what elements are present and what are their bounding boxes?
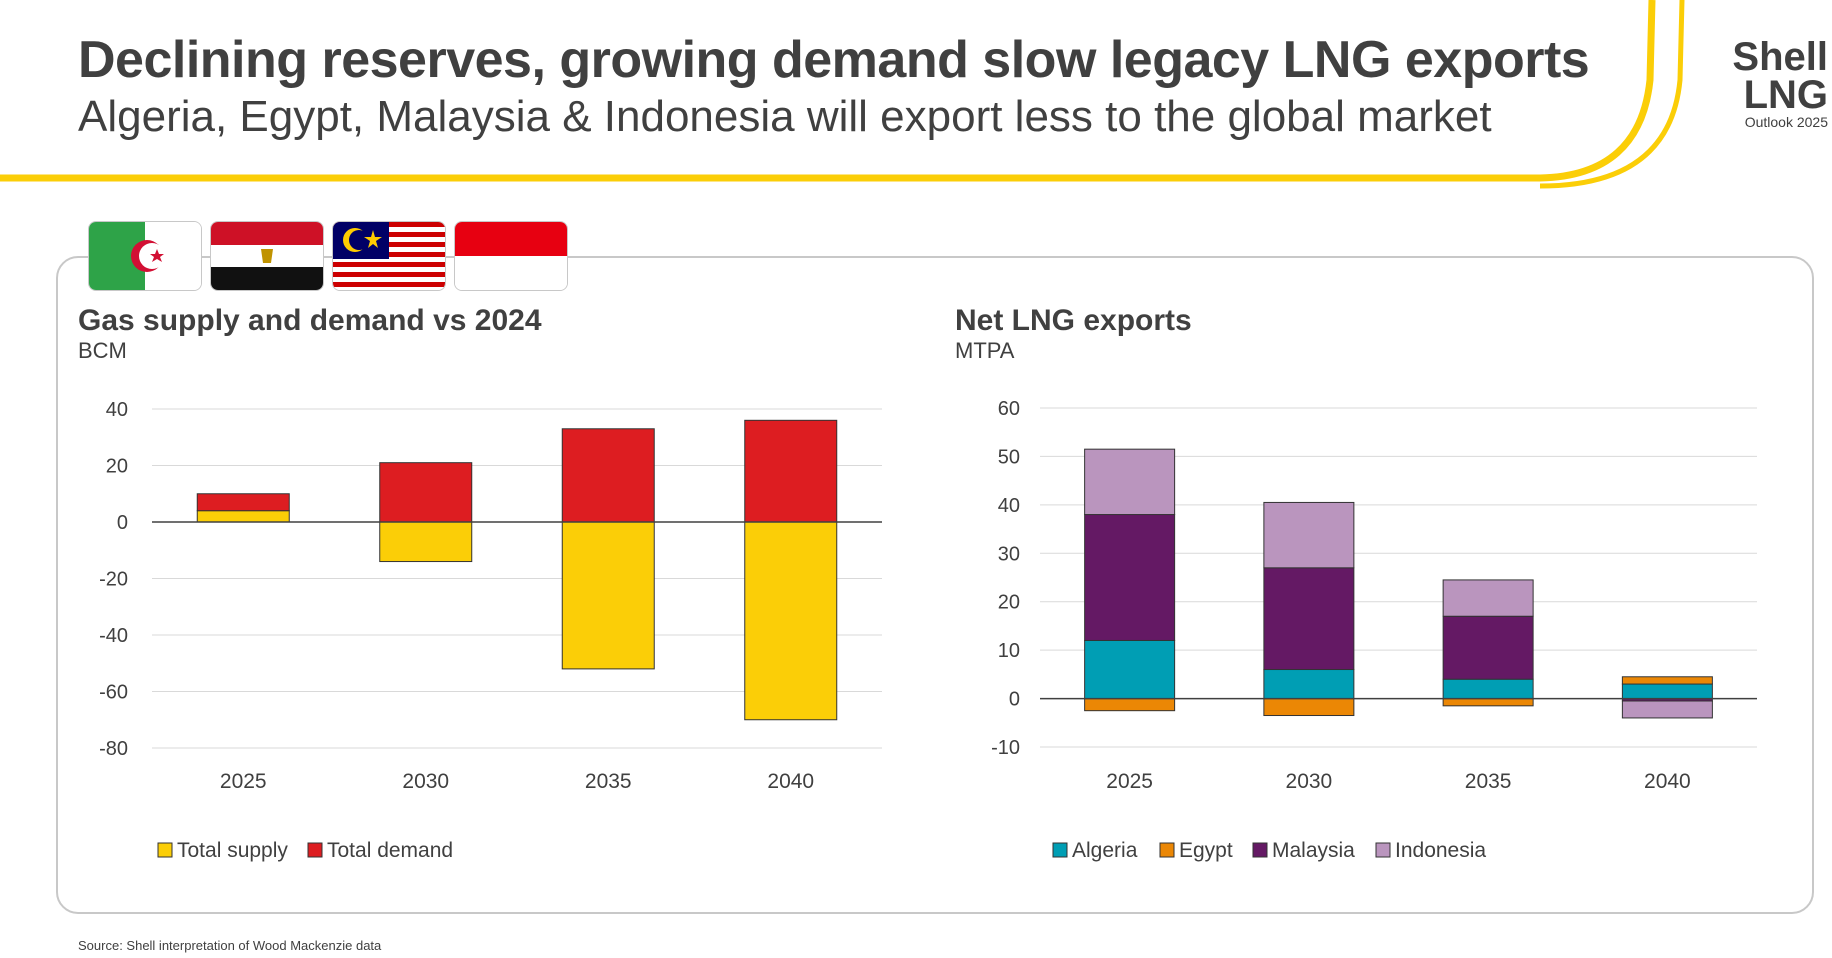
chart2-y-tick-label: -10 [991,737,1020,759]
brand-line-3: Outlook 2025 [1744,114,1828,130]
chart2-legend-swatch [1252,842,1268,858]
chart1-x-tick-label: 2035 [585,770,632,793]
chart2-y-tick-label: 10 [998,640,1020,662]
chart2-legend-label: Algeria [1072,839,1138,862]
chart2-legend-swatch [1052,842,1068,858]
indonesia-flag [454,221,568,291]
chart2-legend-label: Egypt [1179,839,1233,862]
chart1-x-tick-label: 2025 [220,770,267,793]
source-note: Source: Shell interpretation of Wood Mac… [78,938,382,953]
chart1-bar-total-demand-2040 [744,419,838,523]
chart1-unit: BCM [78,338,127,363]
chart1-x-tick-label: 2030 [402,770,449,793]
chart1-legend-label: Total supply [177,839,288,862]
brand-logo: Shell LNG Outlook 2025 [1732,35,1828,130]
malaysia-flag [332,221,446,291]
egypt-flag [210,221,324,291]
chart2-bar-malaysia-2025 [1084,514,1176,641]
chart2-y-tick-label: 0 [1009,689,1020,711]
chart2-bar-algeria-2030 [1263,669,1355,700]
chart1-bar-total-demand-2030 [379,462,473,523]
chart2-bar-indonesia-2040 [1621,700,1713,719]
chart1-y-tick-label: -60 [99,682,128,704]
chart1-legend-label: Total demand [327,839,453,862]
page-subtitle: Algeria, Egypt, Malaysia & Indonesia wil… [78,92,1492,141]
chart2-title: Net LNG exports [955,304,1192,337]
chart2-legend-swatch [1159,842,1175,858]
chart2-bar-malaysia-2035 [1442,615,1534,680]
chart2-bar-egypt-2025 [1084,698,1176,712]
chart1-bar-total-supply-2030 [379,521,473,563]
chart1-legend-swatch [307,842,323,858]
chart2-y-tick-label: 50 [998,446,1020,468]
header-swoosh [0,0,1685,189]
chart1-y-tick-label: -20 [99,569,128,591]
chart1: 40 20 0 -20 -40 -60 -80 2025 2030 2035 2040 Total s… [99,399,882,862]
chart2-y-tick-label: 60 [998,398,1020,420]
chart2-y-tick-label: 30 [998,543,1020,565]
chart2-unit: MTPA [955,338,1015,363]
chart2-bar-indonesia-2025 [1084,448,1176,516]
brand-line-1: Shell [1732,35,1828,79]
chart2-legend-label: Malaysia [1272,839,1355,862]
chart1-bar-total-demand-2025 [196,493,290,512]
chart2-legend-swatch [1375,842,1391,858]
chart2-y-tick-label: 40 [998,495,1020,517]
page-title: Declining reserves, growing demand slow … [78,31,1590,89]
algeria-flag [88,221,202,291]
chart1-legend-swatch [157,842,173,858]
chart1-bar-total-demand-2035 [561,428,655,523]
chart2-bar-algeria-2025 [1084,639,1176,700]
chart2-x-tick-label: 2035 [1465,770,1512,793]
chart2: 60 50 40 30 20 10 0 -10 2025 2030 2035 2040 Algeria E… [991,398,1757,862]
chart2-bar-egypt-2040 [1621,676,1713,685]
chart1-bar-total-supply-2035 [561,521,655,670]
chart2-bar-indonesia-2035 [1442,579,1534,617]
chart1-y-tick-label: 20 [106,456,128,478]
chart1-x-tick-label: 2040 [767,770,814,793]
chart2-bar-egypt-2030 [1263,698,1355,717]
chart1-title: Gas supply and demand vs 2024 [78,304,542,337]
chart2-x-tick-label: 2040 [1644,770,1691,793]
chart2-x-tick-label: 2025 [1106,770,1153,793]
chart2-y-tick-label: 20 [998,592,1020,614]
chart1-y-tick-label: 0 [117,512,128,534]
chart2-bar-indonesia-2030 [1263,501,1355,569]
chart1-y-tick-label: 40 [106,399,128,421]
chart1-y-tick-label: -40 [99,625,128,647]
chart2-x-tick-label: 2030 [1286,770,1333,793]
header: Declining reserves, growing demand slow … [0,0,1832,190]
chart1-bar-total-supply-2040 [744,521,838,721]
brand-line-2: LNG [1743,73,1828,117]
chart2-legend-label: Indonesia [1395,839,1486,862]
chart2-bar-egypt-2035 [1442,698,1534,707]
chart2-bar-malaysia-2030 [1263,567,1355,671]
chart2-bar-algeria-2040 [1621,683,1713,700]
chart1-y-tick-label: -80 [99,738,128,760]
chart2-bar-algeria-2035 [1442,678,1534,700]
chart1-bar-total-supply-2025 [196,510,290,523]
